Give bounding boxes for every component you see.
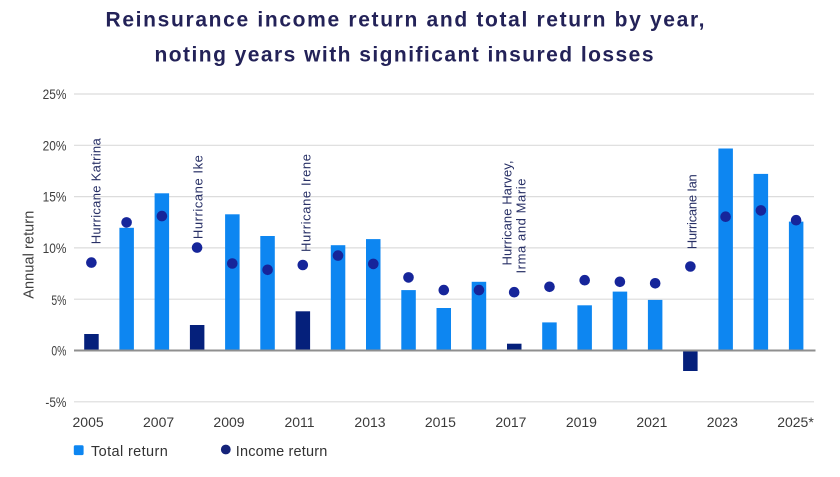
- svg-text:Reinsurance income return and: Reinsurance income return and total retu…: [106, 9, 705, 32]
- svg-text:20%: 20%: [43, 137, 67, 153]
- svg-text:Irma and Marie: Irma and Marie: [514, 179, 529, 274]
- svg-text:2013: 2013: [354, 414, 385, 430]
- svg-text:Hurricane Ian: Hurricane Ian: [685, 174, 700, 249]
- svg-text:2023: 2023: [707, 414, 738, 430]
- svg-text:2009: 2009: [213, 414, 244, 430]
- svg-text:2021: 2021: [636, 414, 667, 430]
- svg-text:10%: 10%: [43, 240, 67, 256]
- svg-text:Hurricane Katrina: Hurricane Katrina: [89, 138, 104, 245]
- svg-text:2005: 2005: [73, 414, 104, 430]
- svg-text:15%: 15%: [43, 189, 67, 205]
- svg-text:Hurricane Irene: Hurricane Irene: [298, 154, 313, 252]
- svg-text:2015: 2015: [425, 414, 456, 430]
- svg-text:-5%: -5%: [45, 394, 66, 410]
- svg-text:2007: 2007: [143, 414, 174, 430]
- svg-text:2017: 2017: [495, 414, 526, 430]
- svg-text:25%: 25%: [43, 86, 67, 102]
- svg-text:Hurricane Ike: Hurricane Ike: [190, 155, 205, 239]
- svg-text:noting years with significant: noting years with significant insured lo…: [155, 43, 654, 66]
- svg-text:Annual return: Annual return: [22, 211, 38, 299]
- svg-text:Total return: Total return: [91, 444, 168, 460]
- svg-text:2011: 2011: [284, 414, 314, 430]
- svg-text:5%: 5%: [51, 292, 66, 308]
- svg-text:Income return: Income return: [236, 444, 327, 460]
- svg-text:2025*: 2025*: [777, 414, 814, 430]
- svg-text:Hurricane Harvey,: Hurricane Harvey,: [500, 161, 515, 266]
- svg-text:2019: 2019: [566, 414, 597, 430]
- svg-text:0%: 0%: [51, 343, 66, 359]
